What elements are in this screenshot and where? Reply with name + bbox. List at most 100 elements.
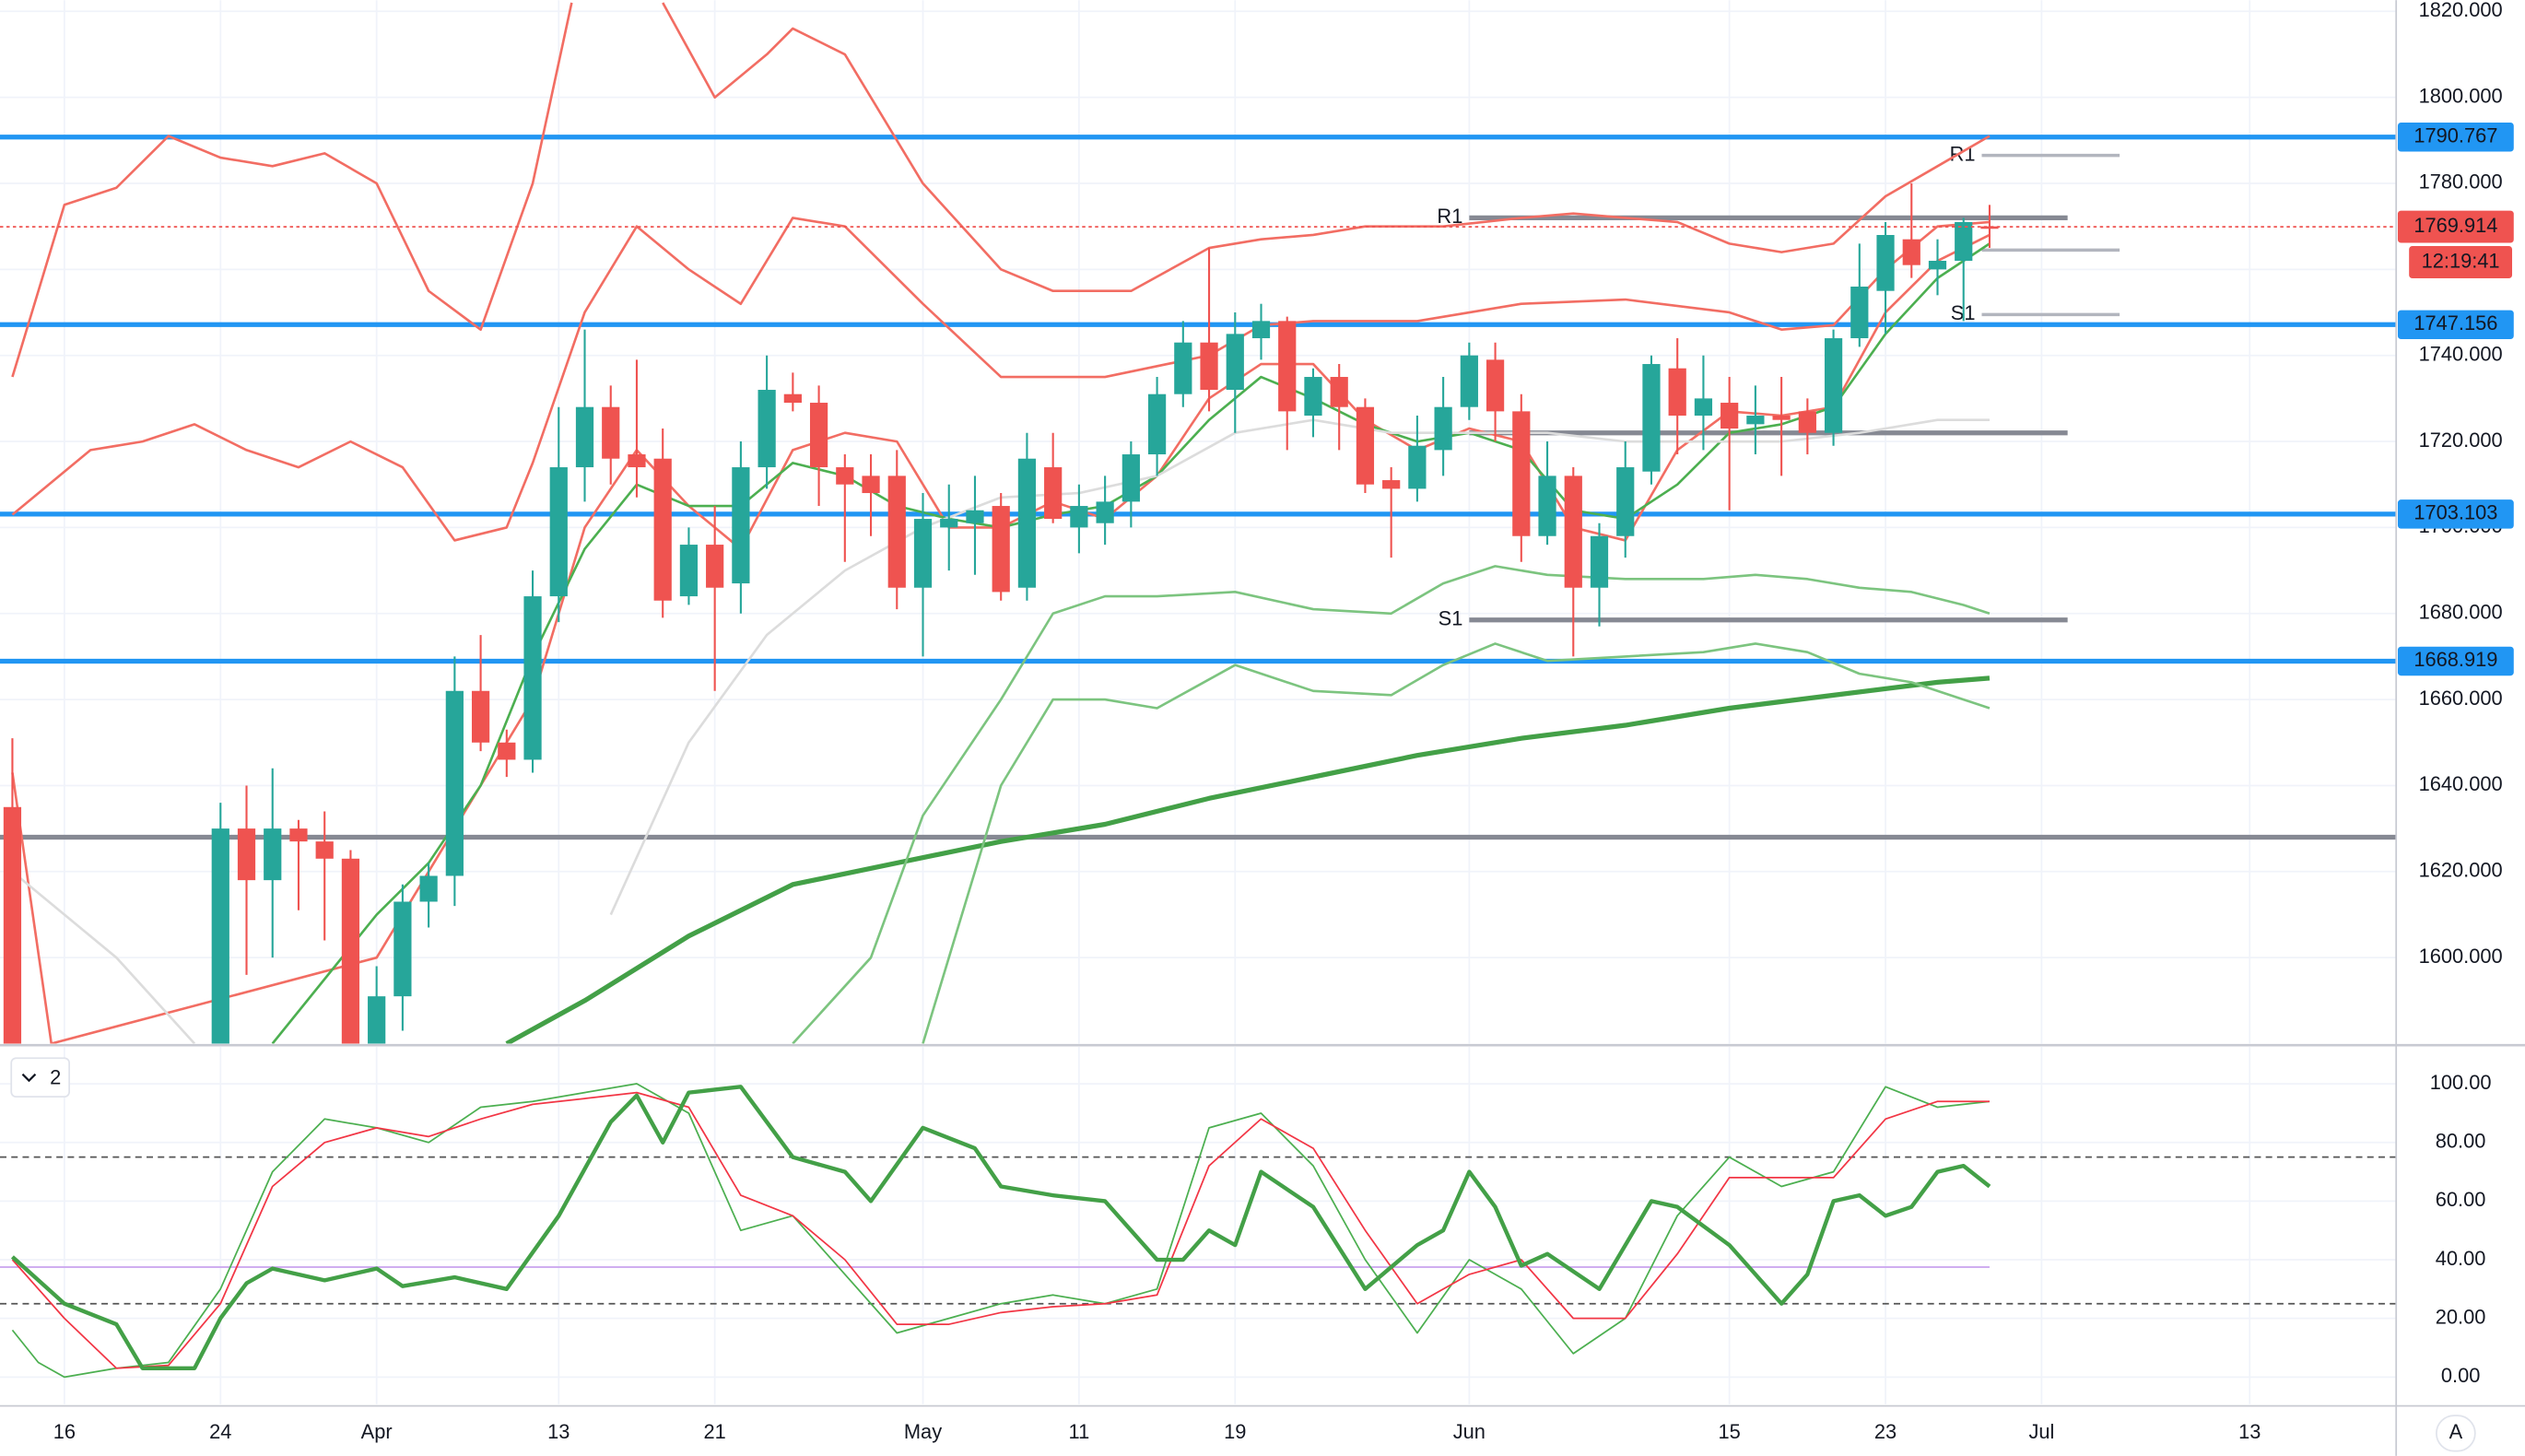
y-tick-label: 1800.000 [2419, 84, 2503, 107]
candle-body [1122, 454, 1140, 502]
candle-body [1408, 445, 1427, 489]
indicator-line [505, 675, 1991, 1044]
candle-body [3, 806, 22, 1044]
candle-body [1694, 398, 1713, 417]
candle-body [393, 901, 412, 997]
y-tick-label: 1680.000 [2419, 601, 2503, 624]
candle-body [498, 742, 516, 760]
candle-body [237, 828, 256, 881]
countdown-label: 12:19:41 [2422, 249, 2500, 272]
legend-label[interactable]: 2 [50, 1066, 61, 1089]
x-tick-label: 23 [1874, 1420, 1897, 1443]
candle-body [264, 828, 282, 881]
candle-body [1434, 406, 1452, 451]
candle-body [1174, 342, 1192, 394]
candle-body [940, 519, 958, 528]
candle-body [1642, 364, 1661, 472]
candle-body [966, 510, 984, 523]
candle-body [1070, 506, 1088, 528]
candle-body [1876, 235, 1895, 291]
y-tick-label: 40.00 [2436, 1247, 2486, 1270]
candle-body [1044, 467, 1063, 520]
x-tick-label: Apr [361, 1420, 393, 1443]
candle-body [1251, 321, 1271, 339]
candle-body [1147, 393, 1167, 455]
candle-body [1928, 261, 1947, 270]
candle-body [1200, 342, 1218, 391]
indicator-line [11, 870, 196, 1044]
candle-body [1278, 321, 1297, 412]
candle-body [1564, 476, 1582, 588]
candle-body [1902, 239, 1920, 265]
candle-body [549, 467, 568, 597]
candle-body [913, 519, 933, 588]
indicator-line [792, 565, 1991, 1044]
candle-body [1772, 416, 1791, 420]
legend-chevron[interactable] [21, 1073, 37, 1083]
candle-body [368, 996, 386, 1044]
oscillator-line [10, 1085, 1991, 1370]
candle-body [523, 596, 542, 760]
oscillator-line [11, 1091, 1990, 1369]
y-tick-label: 1780.000 [2419, 170, 2503, 194]
candle-body [1668, 368, 1686, 417]
x-tick-label: 24 [209, 1420, 231, 1443]
candle-body [862, 476, 880, 494]
y-tick-label: 1600.000 [2419, 945, 2503, 968]
y-tick-label: 1720.000 [2419, 429, 2503, 452]
x-tick-label: Jul [2028, 1420, 2054, 1443]
candle-body [1096, 501, 1114, 523]
candle-body [1460, 355, 1478, 407]
level-price-label: 1790.767 [2413, 124, 2497, 147]
y-tick-label: 1740.000 [2419, 342, 2503, 365]
candle-body [1824, 338, 1843, 433]
candle-body [1798, 411, 1816, 433]
x-tick-label: 15 [1719, 1420, 1741, 1443]
auto-scale-label[interactable]: A [2449, 1420, 2463, 1443]
x-tick-label: 13 [547, 1420, 570, 1443]
candle-body [1512, 411, 1531, 536]
oscillator-legend[interactable]: 2 [10, 1057, 71, 1098]
candle-body [1330, 377, 1348, 407]
candle-body [1721, 403, 1739, 429]
y-tick-label: 1620.000 [2419, 859, 2503, 882]
candle-body [1616, 467, 1635, 536]
candle-body [887, 476, 906, 588]
candle-body [1304, 377, 1322, 417]
candle-body [211, 828, 229, 1044]
candle-body [1486, 359, 1505, 412]
level-price-box [2397, 646, 2514, 676]
candle-body [992, 506, 1010, 593]
last-price-box [2397, 210, 2514, 243]
y-tick-label: 100.00 [2430, 1071, 2492, 1094]
candle-body [809, 403, 828, 468]
y-tick-label: 1640.000 [2419, 772, 2503, 795]
y-tick-label: 60.00 [2436, 1188, 2486, 1211]
x-tick-label: Jun [1453, 1420, 1486, 1443]
indicator-line [922, 642, 1991, 1044]
indicator-line [662, 2, 1991, 293]
candle-body [445, 690, 464, 876]
auto-scale-button[interactable] [2436, 1415, 2476, 1452]
level-price-box [2397, 499, 2514, 529]
level-price-label: 1747.156 [2413, 311, 2497, 335]
level-price-label: 1668.919 [2413, 648, 2497, 671]
candle-body [783, 393, 802, 404]
candle-body [628, 454, 646, 468]
candle-body [1746, 416, 1765, 425]
price-pane: R1S1R1S1 [0, 0, 2397, 1044]
level-price-box [2397, 310, 2514, 340]
legend-box[interactable] [10, 1057, 71, 1098]
pivot-label: S1 [1439, 607, 1463, 630]
candle-body [1017, 458, 1037, 588]
candle-body [602, 406, 620, 459]
y-tick-label: 0.00 [2441, 1364, 2480, 1387]
candle-body [575, 406, 594, 468]
candle-body [1356, 406, 1375, 485]
x-tick-label: 21 [704, 1420, 726, 1443]
candle-body [471, 690, 490, 743]
candle-body [1980, 226, 1999, 229]
x-tick-label: 16 [53, 1420, 76, 1443]
